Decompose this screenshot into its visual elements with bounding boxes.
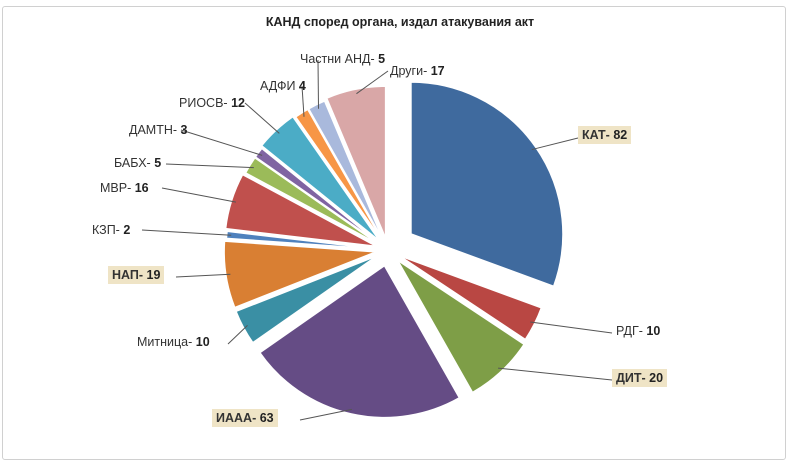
data-label-value: 4 bbox=[298, 79, 306, 93]
data-label-value: 63 bbox=[259, 411, 274, 425]
data-label-name: КАТ- bbox=[582, 128, 610, 142]
data-label-name: Други- bbox=[390, 64, 428, 78]
pie-slice-2 bbox=[396, 259, 526, 394]
pie-slice-11 bbox=[294, 108, 384, 242]
leader-line-0 bbox=[531, 137, 579, 151]
data-label-name: АДФИ bbox=[260, 79, 296, 93]
data-label: БАБХ- 5 bbox=[110, 154, 165, 172]
data-label-value: 10 bbox=[646, 324, 661, 338]
data-label: РИОСВ- 12 bbox=[175, 94, 249, 112]
leader-line-12 bbox=[317, 59, 320, 109]
leader-line-9 bbox=[180, 129, 263, 156]
leader-line-1 bbox=[530, 321, 613, 334]
data-label-name: Митница- bbox=[137, 335, 193, 349]
data-label-value: 12 bbox=[231, 96, 245, 110]
data-label: Частни АНД- 5 bbox=[296, 50, 389, 68]
data-label: Митница- 10 bbox=[133, 333, 214, 351]
data-label-name: БАБХ- bbox=[114, 156, 151, 170]
leader-line-3 bbox=[299, 408, 352, 421]
data-label: КЗП- 2 bbox=[88, 221, 134, 239]
pie-slice-13 bbox=[325, 85, 387, 239]
pie-slice-1 bbox=[398, 254, 543, 341]
leader-line-10 bbox=[244, 102, 280, 134]
data-label: ДИТ- 20 bbox=[612, 369, 668, 387]
data-label-name: ДИТ- bbox=[616, 371, 646, 385]
data-label: МВР- 16 bbox=[96, 179, 153, 197]
data-label-value: 82 bbox=[613, 128, 628, 142]
data-label-value: 10 bbox=[195, 335, 210, 349]
data-label-name: РИОСВ- bbox=[179, 96, 228, 110]
pie-slice-8 bbox=[244, 156, 380, 246]
data-label-name: ДАМТН- bbox=[129, 123, 178, 137]
chart-frame bbox=[2, 6, 786, 460]
pie-slice-4 bbox=[235, 254, 378, 344]
data-label: РДГ- 10 bbox=[612, 322, 664, 340]
leader-line-13 bbox=[356, 70, 389, 95]
data-label-name: МВР- bbox=[100, 181, 132, 195]
pie-slice-12 bbox=[307, 99, 385, 242]
pie-slice-3 bbox=[258, 264, 461, 419]
data-label-name: РДГ- bbox=[616, 324, 643, 338]
data-label-name: НАП- bbox=[112, 268, 144, 282]
data-label: Други- 17 bbox=[386, 62, 449, 80]
data-label: АДФИ 4 bbox=[256, 77, 310, 95]
leader-line-7 bbox=[161, 187, 237, 203]
leader-line-6 bbox=[141, 229, 232, 236]
data-label-name: КЗП- bbox=[92, 223, 120, 237]
leader-line-8 bbox=[165, 163, 254, 169]
data-label-value: 2 bbox=[123, 223, 131, 237]
pie-slice-7 bbox=[224, 173, 377, 248]
pie-slice-9 bbox=[254, 147, 381, 245]
chart-title: КАНД според органа, издал атакувания акт bbox=[265, 15, 535, 29]
leader-line-2 bbox=[498, 367, 613, 381]
data-label: ДАМТН- 3 bbox=[125, 121, 191, 139]
data-label-value: 3 bbox=[180, 123, 188, 137]
data-label: ИААА- 63 bbox=[212, 409, 278, 427]
data-label-value: 19 bbox=[146, 268, 161, 282]
data-label-value: 5 bbox=[378, 52, 386, 66]
data-label-value: 16 bbox=[134, 181, 149, 195]
data-label-value: 20 bbox=[649, 371, 664, 385]
data-label: КАТ- 82 bbox=[578, 126, 632, 144]
pie-slice-0 bbox=[410, 81, 564, 288]
data-label-value: 17 bbox=[430, 64, 445, 78]
data-label-name: ИААА- bbox=[216, 411, 257, 425]
data-label-name: Частни АНД- bbox=[300, 52, 375, 66]
leader-line-11 bbox=[301, 85, 305, 117]
data-label-value: 5 bbox=[154, 156, 162, 170]
data-label: НАП- 19 bbox=[108, 266, 165, 284]
leader-line-5 bbox=[175, 273, 231, 278]
leader-line-4 bbox=[227, 325, 248, 345]
